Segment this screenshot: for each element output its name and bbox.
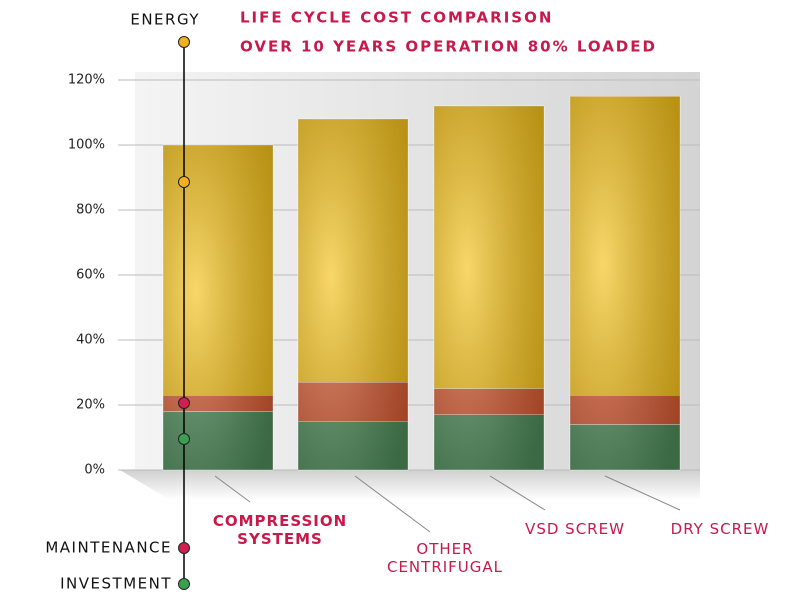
- chart-subtitle: OVER 10 YEARS OPERATION 80% LOADED: [240, 38, 657, 56]
- legend-label: INVESTMENT: [60, 575, 172, 592]
- y-tick-label: 80%: [76, 203, 105, 218]
- bar-shading: [163, 145, 273, 470]
- y-tick-label: 120%: [68, 73, 105, 88]
- bar-shading: [298, 119, 408, 470]
- y-tick-label: 40%: [76, 333, 105, 348]
- category-label: VSD SCREW: [500, 520, 650, 538]
- chart: 0% 20% 40% 60% 80% 100% 120% LIFE CYCLE COST C…: [0, 0, 797, 592]
- category-label: OTHER CENTRIFUGAL: [385, 540, 505, 576]
- legend-marker: [179, 177, 190, 188]
- chart-title: LIFE CYCLE COST COMPARISON: [240, 9, 553, 27]
- y-tick-label: 100%: [68, 138, 105, 153]
- legend-marker: [179, 37, 190, 48]
- bar-shading: [570, 96, 680, 470]
- y-tick-label: 20%: [76, 398, 105, 413]
- legend-marker: [179, 434, 190, 445]
- legend-marker: [179, 398, 190, 409]
- legend-marker: [179, 543, 190, 554]
- legend-label: ENERGY: [130, 11, 200, 29]
- floor: [120, 470, 700, 500]
- legend-label: MAINTENANCE: [45, 539, 172, 557]
- legend-marker: [179, 579, 190, 590]
- page: 0% 20% 40% 60% 80% 100% 120% LIFE CYCLE COST C…: [0, 0, 797, 592]
- bar-shading: [434, 106, 544, 470]
- y-tick-label: 60%: [76, 268, 105, 283]
- y-tick-label: 0%: [84, 463, 105, 478]
- category-label: DRY SCREW: [645, 520, 795, 538]
- category-label: COMPRESSION SYSTEMS: [195, 512, 365, 548]
